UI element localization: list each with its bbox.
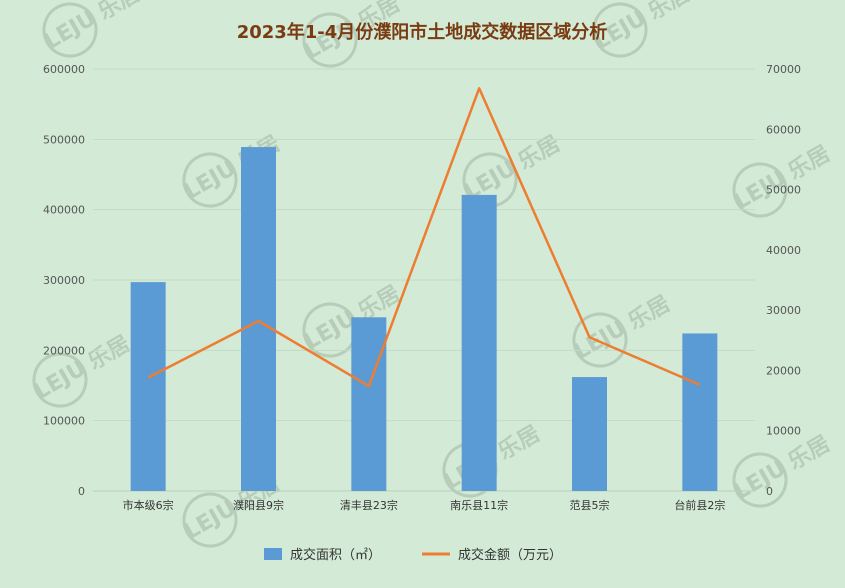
gridlines [93, 68, 755, 492]
right-tick-label: 30000 [766, 304, 801, 317]
right-tick-label: 40000 [766, 244, 801, 257]
watermark-ring [732, 162, 788, 218]
left-tick-label: 600000 [43, 63, 85, 76]
bar [351, 317, 387, 491]
right-axis-ticks: 0 10000 20000 30000 40000 50000 60000 70000 [766, 63, 801, 498]
category-label: 濮阳县9宗 [233, 498, 284, 512]
left-axis-ticks: 0 100000 200000 300000 400000 500000 600000 [43, 63, 85, 498]
category-label: 范县5宗 [570, 498, 610, 512]
legend-label-amount: 成交金额（万元） [458, 547, 562, 563]
category-label: 南乐县11宗 [450, 498, 508, 512]
watermark-ring [302, 302, 358, 358]
right-tick-label: 50000 [766, 184, 801, 197]
right-tick-label: 70000 [766, 63, 801, 76]
watermark-ring [182, 492, 238, 548]
watermark-ring [302, 12, 358, 68]
watermark-ring [42, 2, 98, 58]
watermark-brand: 乐居 [84, 331, 135, 375]
watermark-ring [182, 152, 238, 208]
right-tick-label: 10000 [766, 425, 801, 438]
category-label: 清丰县23宗 [340, 498, 398, 512]
watermark-brand: 乐居 [784, 431, 835, 475]
bar-series [130, 147, 718, 491]
watermark-brand: 乐居 [644, 0, 695, 25]
left-tick-label: 100000 [43, 415, 85, 428]
left-tick-label: 0 [78, 485, 85, 498]
line-path [147, 87, 701, 388]
line-series [147, 87, 701, 388]
legend: 成交面积（㎡） 成交金额（万元） [264, 547, 562, 563]
watermark-ring [732, 452, 788, 508]
watermark-brand: 乐居 [494, 421, 545, 465]
bar [130, 282, 166, 491]
watermark-brand: 乐居 [784, 141, 835, 185]
right-tick-label: 0 [766, 485, 773, 498]
watermark-brand: 乐居 [94, 0, 145, 25]
category-label: 市本级6宗 [123, 498, 174, 512]
watermark-ring [462, 152, 518, 208]
left-tick-label: 400000 [43, 204, 85, 217]
legend-swatch-area [264, 548, 282, 560]
left-tick-label: 200000 [43, 344, 85, 357]
chart-title: 2023年1-4月份濮阳市土地成交数据区域分析 [237, 21, 608, 43]
category-labels: 市本级6宗 濮阳县9宗 清丰县23宗 南乐县11宗 范县5宗 台前县2宗 [123, 498, 726, 512]
watermark-ring [32, 352, 88, 408]
right-tick-label: 60000 [766, 123, 801, 136]
right-tick-label: 20000 [766, 364, 801, 377]
bar [241, 147, 276, 491]
watermark-ring [592, 2, 648, 58]
watermark-brand: 乐居 [624, 291, 675, 335]
bar [682, 333, 718, 491]
left-tick-label: 300000 [43, 274, 85, 287]
watermark-ring [572, 312, 628, 368]
left-tick-label: 500000 [43, 133, 85, 146]
legend-label-area: 成交面积（㎡） [290, 547, 381, 563]
bar [461, 194, 497, 491]
bar [572, 377, 607, 491]
watermark-brand: 乐居 [514, 131, 565, 175]
category-label: 台前县2宗 [674, 498, 725, 512]
